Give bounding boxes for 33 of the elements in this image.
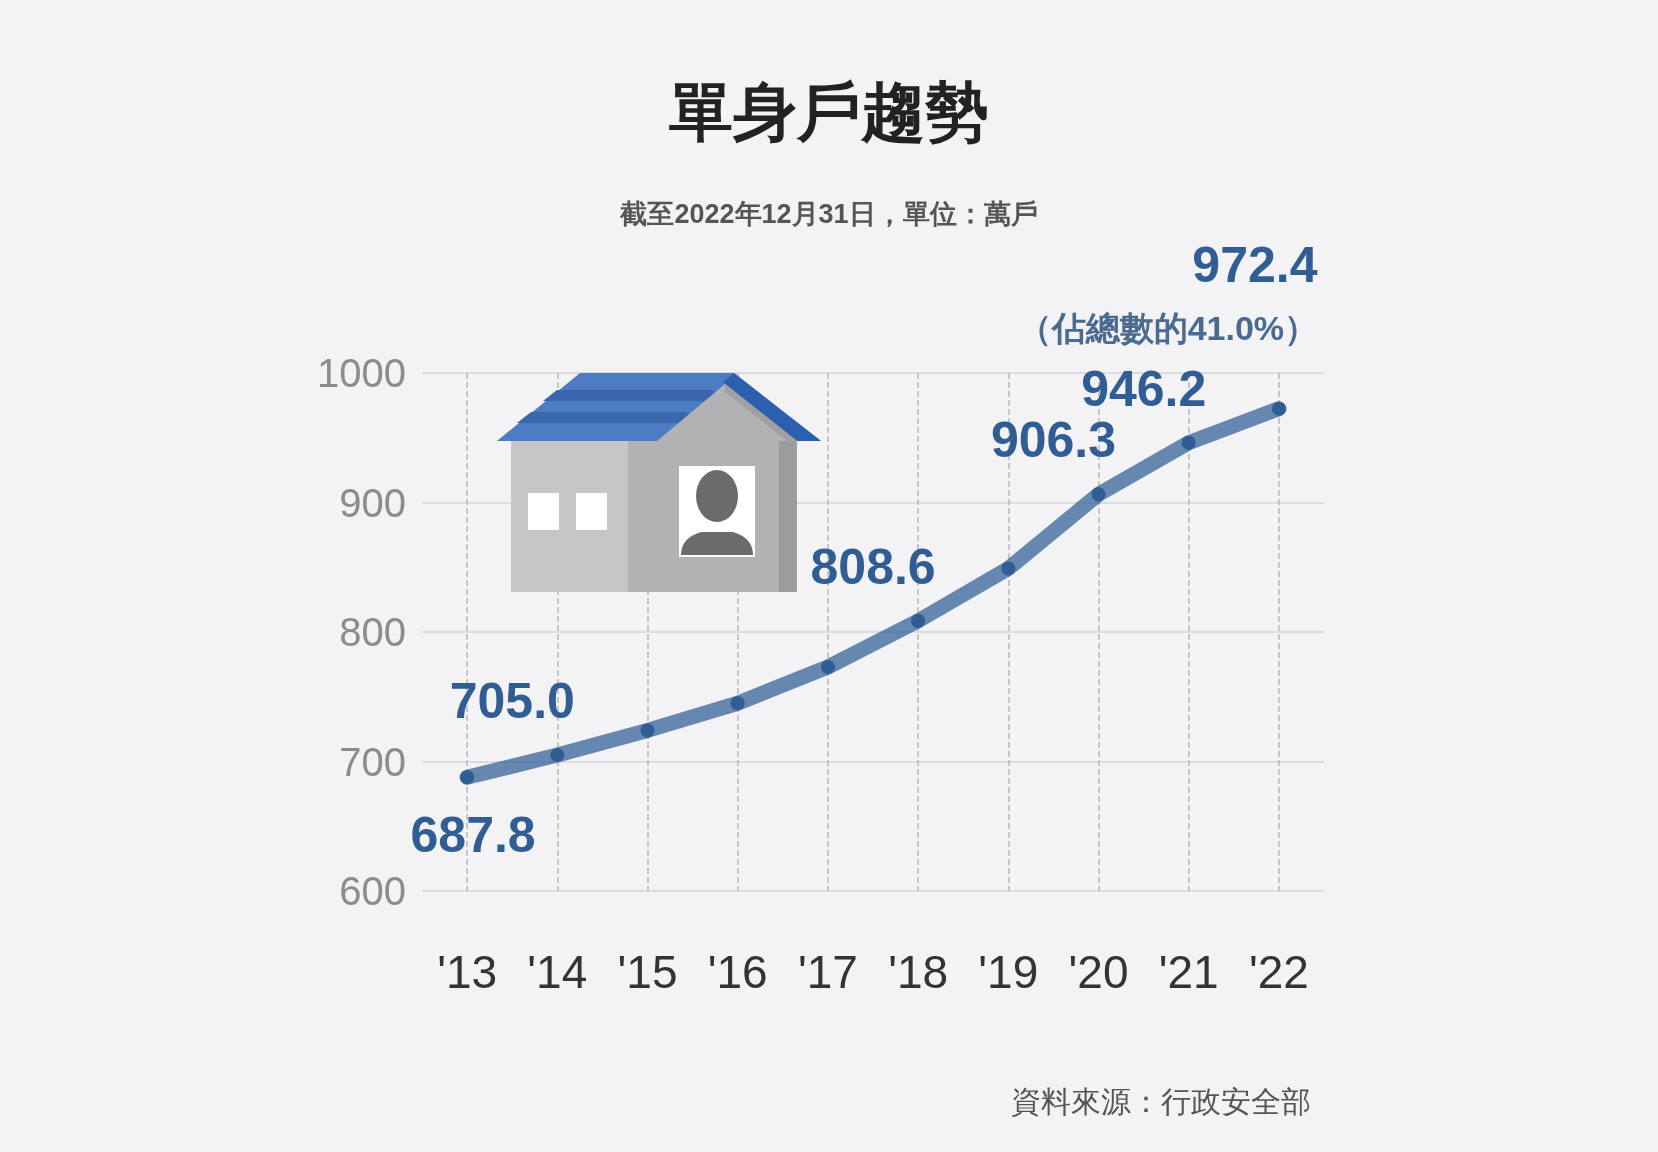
point [1181,435,1196,450]
x-tick-label: '14 [527,946,588,998]
x-tick-label: '22 [1248,946,1309,998]
point [460,770,475,785]
data-label: 705.0 [449,673,575,730]
point [820,659,835,674]
source-note: 資料來源：行政安全部 [1011,1084,1311,1118]
data-label: 687.8 [410,807,536,864]
point [1271,401,1286,416]
x-tick-label: '20 [1068,946,1129,998]
x-tick-label: '13 [437,946,498,998]
point [1091,487,1106,502]
x-tick-label: '21 [1158,946,1219,998]
chart-title: 單身戶趨勢 [669,76,989,148]
x-tick-label: '17 [797,946,858,998]
point [550,748,565,763]
annotation: （佔總數的41.0%） [1017,308,1319,347]
y-tick-label: 900 [339,480,406,525]
x-tick-label: '16 [707,946,768,998]
data-label: 808.6 [810,538,936,595]
y-tick-label: 600 [339,869,406,913]
x-tick-label: '15 [617,946,678,998]
point [1001,561,1016,576]
data-label: 972.4 [1192,236,1318,293]
point [730,696,745,711]
y-tick-label: 1000 [317,351,406,395]
point [640,723,655,738]
point [911,613,926,628]
x-tick-label: '18 [888,946,949,998]
y-tick-label: 700 [339,739,406,784]
x-tick-label: '19 [978,946,1039,998]
chart-subtitle: 截至2022年12月31日，單位：萬戶 [619,198,1038,229]
y-tick-label: 800 [339,610,406,654]
